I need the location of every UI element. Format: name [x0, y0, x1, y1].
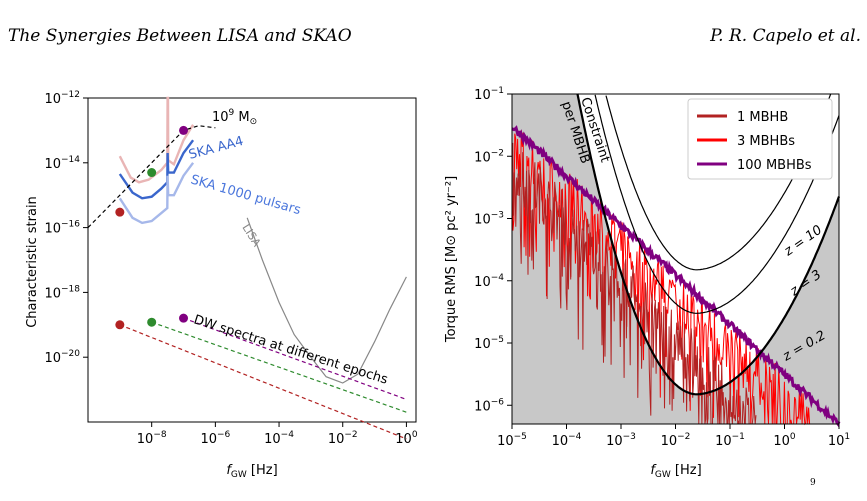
running-header-authors: P. R. Capelo et al.	[710, 26, 861, 46]
left-xlabel: fGW [Hz]	[226, 463, 277, 480]
constraint-curve-3	[594, 94, 840, 314]
left-xtick-label: 100	[395, 430, 418, 447]
right-ticks: 10−5 10−4 10−3 10−2 10−1 100 101 10−6 10−5 10−4 10…	[474, 86, 850, 449]
lisa-label: LISA	[239, 222, 263, 250]
curve-ska_aa4	[118, 139, 195, 200]
right-ytick-label: 10−4	[474, 273, 504, 290]
right-ytick-label: 10−1	[474, 86, 504, 103]
ska-aa4-label: SKA AA4	[187, 134, 245, 163]
left-ylabel: Characteristic strain	[25, 196, 40, 328]
curve-ska_pink	[118, 96, 195, 184]
left-xtick-label: 10−2	[328, 430, 358, 447]
right-constraint-fill	[512, 94, 839, 424]
right-xtick-label: 10−1	[715, 432, 745, 449]
legend: 1 MBHB 3 MBHBs 100 MBHBs	[687, 98, 833, 180]
left-ytick-label: 10−14	[44, 155, 80, 172]
right-curves	[511, 93, 841, 428]
marker-green-4	[147, 317, 157, 327]
right-xtick-label: 10−4	[552, 432, 582, 449]
left-ytick-label: 10−16	[44, 220, 80, 237]
footer-mark: 9	[810, 478, 816, 488]
legend-label-2: 3 MBHBs	[737, 134, 795, 149]
right-xtick-label: 10−2	[661, 432, 691, 449]
curve-lisa	[246, 217, 407, 384]
left-chart: 10−8 10−6 10−4 10−2 100 10−20 10−18 10−16 10−14 1…	[25, 90, 418, 480]
left-xtick-label: 10−8	[137, 430, 167, 447]
marker-red-0	[115, 207, 125, 217]
legend-box	[687, 98, 833, 180]
right-xtick-label: 10−3	[606, 432, 636, 449]
right-ylabel: Torque RMS [M⊙ pc² yr⁻²]	[444, 176, 459, 343]
legend-label-3: 100 MBHBs	[737, 158, 812, 173]
series-1-mbhb	[511, 142, 757, 425]
right-xlabel: fGW [Hz]	[650, 463, 701, 480]
right-ytick-label: 10−2	[474, 148, 504, 165]
left-ytick-label: 10−18	[44, 284, 80, 301]
marker-purple-2	[179, 125, 189, 135]
curve-ska_1000	[118, 162, 195, 225]
right-xtick-label: 100	[773, 432, 796, 449]
left-xtick-label: 10−4	[264, 430, 294, 447]
right-xtick-label: 101	[828, 432, 850, 449]
left-xtick-label: 10−6	[200, 430, 230, 447]
left-ytick-label: 10−20	[44, 349, 80, 366]
left-curves	[87, 96, 407, 440]
curve-purple	[183, 317, 407, 400]
marker-red-3	[115, 320, 125, 330]
right-ytick-label: 10−3	[474, 211, 504, 228]
dw-spectra-label: DW spectra at different epochs	[192, 313, 390, 388]
mass-label: 109 M⊙	[212, 108, 257, 127]
running-header-title: The Synergies Between LISA and SKAO	[8, 26, 352, 46]
series-100-mbhbs	[511, 125, 841, 428]
marker-purple-5	[179, 313, 189, 323]
right-xtick-label: 10−5	[497, 432, 527, 449]
left-ytick-label: 10−12	[44, 90, 80, 107]
right-ytick-label: 10−5	[474, 335, 504, 352]
legend-label-1: 1 MBHB	[737, 110, 788, 125]
constraint-curve-0.2	[576, 93, 841, 396]
right-chart: 10−5 10−4 10−3 10−2 10−1 100 101 10−6 10−5 10−4 10…	[444, 86, 850, 480]
curve-red	[119, 324, 407, 440]
right-ytick-label: 10−6	[474, 397, 504, 414]
curve-green	[151, 321, 407, 413]
constraint-shaded-region	[512, 94, 839, 424]
ska-1000-label: SKA 1000 pulsars	[189, 172, 303, 218]
left-ticks: 10−8 10−6 10−4 10−2 100 10−20 10−18 10−16 10−14 1…	[44, 90, 417, 447]
marker-green-1	[147, 168, 157, 178]
left-plot-frame	[87, 97, 417, 423]
